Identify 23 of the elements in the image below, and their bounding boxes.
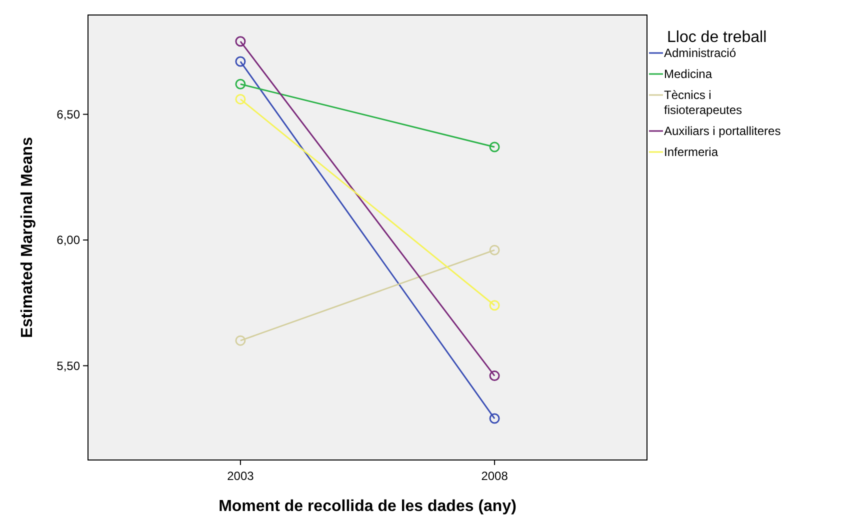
x-tick-label: 2003 (227, 469, 254, 483)
legend-label: Tècnics i fisioterapeutes (664, 88, 742, 117)
point (235, 78, 246, 90)
y-tick-label: 6,50 (56, 108, 80, 122)
legend-label: Auxiliars i portalliteres (664, 124, 781, 138)
x-tick-label: 2008 (481, 469, 508, 483)
y-axis-title: Estimated Marginal Means (19, 136, 36, 338)
point (489, 244, 500, 256)
x-axis-title: Moment de recollida de les dades (any) (218, 498, 516, 515)
point (235, 36, 246, 47)
legend-label: Medicina (664, 67, 712, 81)
point (489, 370, 500, 382)
point (235, 56, 246, 67)
point (489, 142, 500, 152)
point (489, 300, 500, 311)
point (235, 335, 246, 346)
y-tick-label: 5,50 (56, 358, 80, 373)
legend-label: Administració (664, 46, 736, 60)
point (489, 413, 500, 424)
point (235, 94, 246, 104)
y-tick-label: 6,00 (56, 233, 80, 248)
legend-title: Lloc de treball (667, 29, 767, 46)
legend-label: Infermeria (664, 145, 718, 159)
